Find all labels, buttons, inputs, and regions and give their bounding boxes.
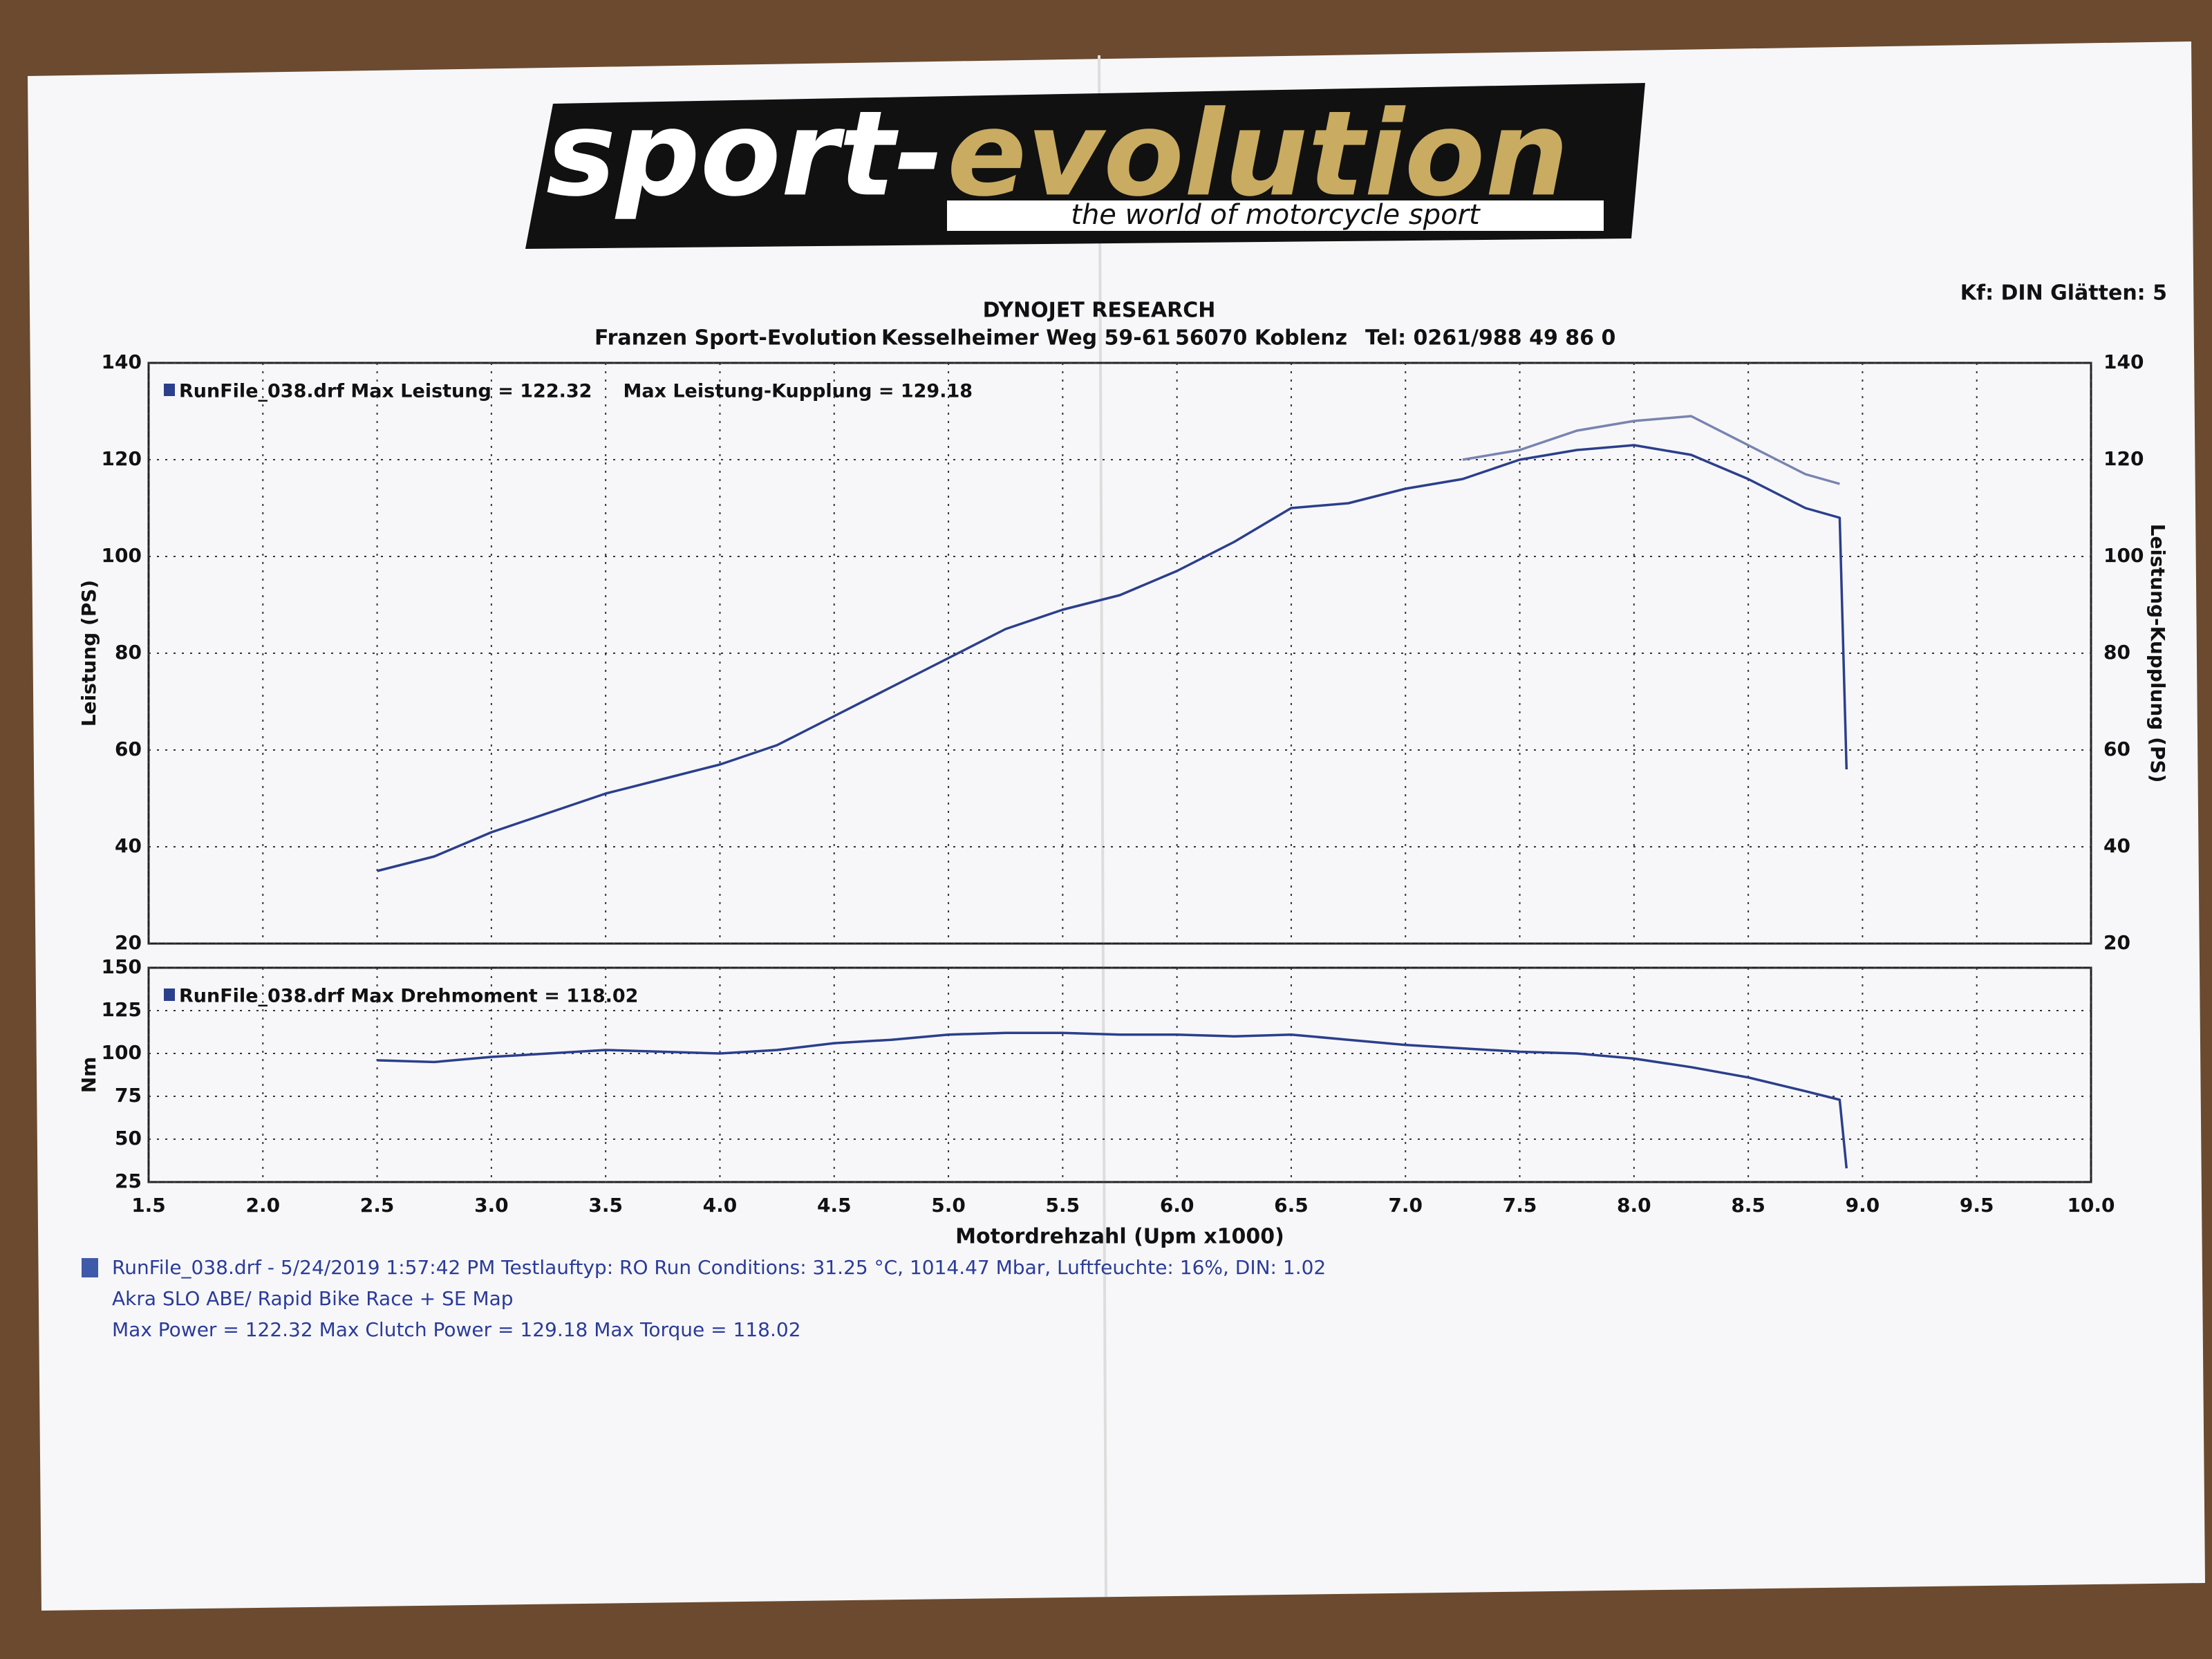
y-tick-label: 125 — [102, 998, 142, 1021]
x-tick-label: 1.5 — [131, 1194, 166, 1217]
data-line — [1462, 415, 1840, 485]
y2-tick-label: 100 — [2103, 544, 2144, 567]
x-tick-label: 8.5 — [1731, 1194, 1765, 1217]
y2-tick-label: 20 — [2103, 931, 2130, 954]
footer-line: Max Power = 122.32 Max Clutch Power = 12… — [112, 1318, 801, 1341]
y-tick-label: 100 — [102, 1041, 142, 1064]
x-tick-label: 4.5 — [817, 1194, 852, 1217]
tagline-box — [947, 200, 1604, 231]
legend-swatch — [164, 384, 175, 396]
legend-label: RunFile_038.drf Max Drehmoment = 118.02 — [179, 986, 638, 1007]
footer-icon — [82, 1258, 98, 1277]
x-tick-label: 6.0 — [1160, 1194, 1194, 1217]
header-city: 56070 Koblenz — [1175, 326, 1347, 350]
x-tick-label: 4.0 — [703, 1194, 738, 1217]
y-tick-label: 120 — [102, 447, 142, 470]
y-tick-label: 100 — [102, 544, 142, 567]
footer-line: RunFile_038.drf - 5/24/2019 1:57:42 PM T… — [112, 1256, 1326, 1279]
x-tick-label: 5.5 — [1046, 1194, 1080, 1217]
legend-label: RunFile_038.drf Max Leistung = 122.32 — [179, 381, 592, 402]
y-tick-label: 140 — [102, 350, 142, 373]
data-line — [377, 444, 1848, 872]
y-tick-label: 80 — [115, 641, 142, 664]
header-title: DYNOJET RESEARCH — [983, 299, 1216, 323]
y-tick-label: 150 — [102, 955, 142, 978]
x-tick-label: 7.0 — [1388, 1194, 1423, 1217]
x-tick-label: 7.5 — [1503, 1194, 1537, 1217]
y-axis-label: Nm — [77, 1057, 100, 1094]
y-tick-label: 25 — [115, 1170, 142, 1192]
x-tick-label: 10.0 — [2067, 1194, 2115, 1217]
logo-tagline: the world of motorcycle sport — [1071, 199, 1481, 231]
header-phone: Tel: 0261/988 49 86 0 — [1365, 326, 1615, 350]
y2-tick-label: 60 — [2103, 738, 2130, 760]
y2-tick-label: 80 — [2103, 641, 2130, 664]
header-company: Franzen Sport-Evolution — [594, 326, 877, 350]
x-tick-label: 9.0 — [1846, 1194, 1880, 1217]
header-settings: Kf: DIN Glätten: 5 — [1960, 281, 2167, 306]
y-tick-label: 50 — [115, 1127, 142, 1150]
x-axis-label: Motordrehzahl (Upm x1000) — [955, 1225, 1284, 1249]
y-tick-label: 60 — [115, 738, 142, 760]
x-tick-label: 8.0 — [1617, 1194, 1651, 1217]
logo-word: sport- — [546, 86, 944, 223]
y-tick-label: 75 — [115, 1084, 142, 1107]
y2-tick-label: 40 — [2103, 834, 2130, 857]
x-tick-label: 3.5 — [588, 1194, 623, 1217]
y2-tick-label: 140 — [2103, 350, 2144, 373]
y-tick-label: 40 — [115, 834, 142, 857]
data-line — [377, 1031, 1848, 1169]
x-tick-label: 2.5 — [360, 1194, 395, 1217]
y2-axis-label: Leistung-Kupplung (PS) — [2146, 524, 2169, 783]
y-axis-label: Leistung (PS) — [77, 580, 100, 727]
x-tick-label: 3.0 — [474, 1194, 509, 1217]
x-tick-label: 6.5 — [1274, 1194, 1309, 1217]
x-tick-label: 5.0 — [931, 1194, 966, 1217]
x-tick-label: 9.5 — [1960, 1194, 1994, 1217]
legend-label: Max Leistung-Kupplung = 129.18 — [623, 381, 973, 402]
logo-word: evolution — [947, 86, 1569, 223]
y2-tick-label: 120 — [2103, 447, 2144, 470]
footer-line: Akra SLO ABE/ Rapid Bike Race + SE Map — [112, 1287, 514, 1310]
fold — [1098, 55, 1107, 1597]
y-tick-label: 20 — [115, 931, 142, 954]
header-street: Kesselheimer Weg 59-61 — [881, 326, 1170, 350]
legend-swatch — [164, 988, 175, 1001]
x-tick-label: 2.0 — [245, 1194, 280, 1217]
paper — [28, 41, 2205, 1611]
